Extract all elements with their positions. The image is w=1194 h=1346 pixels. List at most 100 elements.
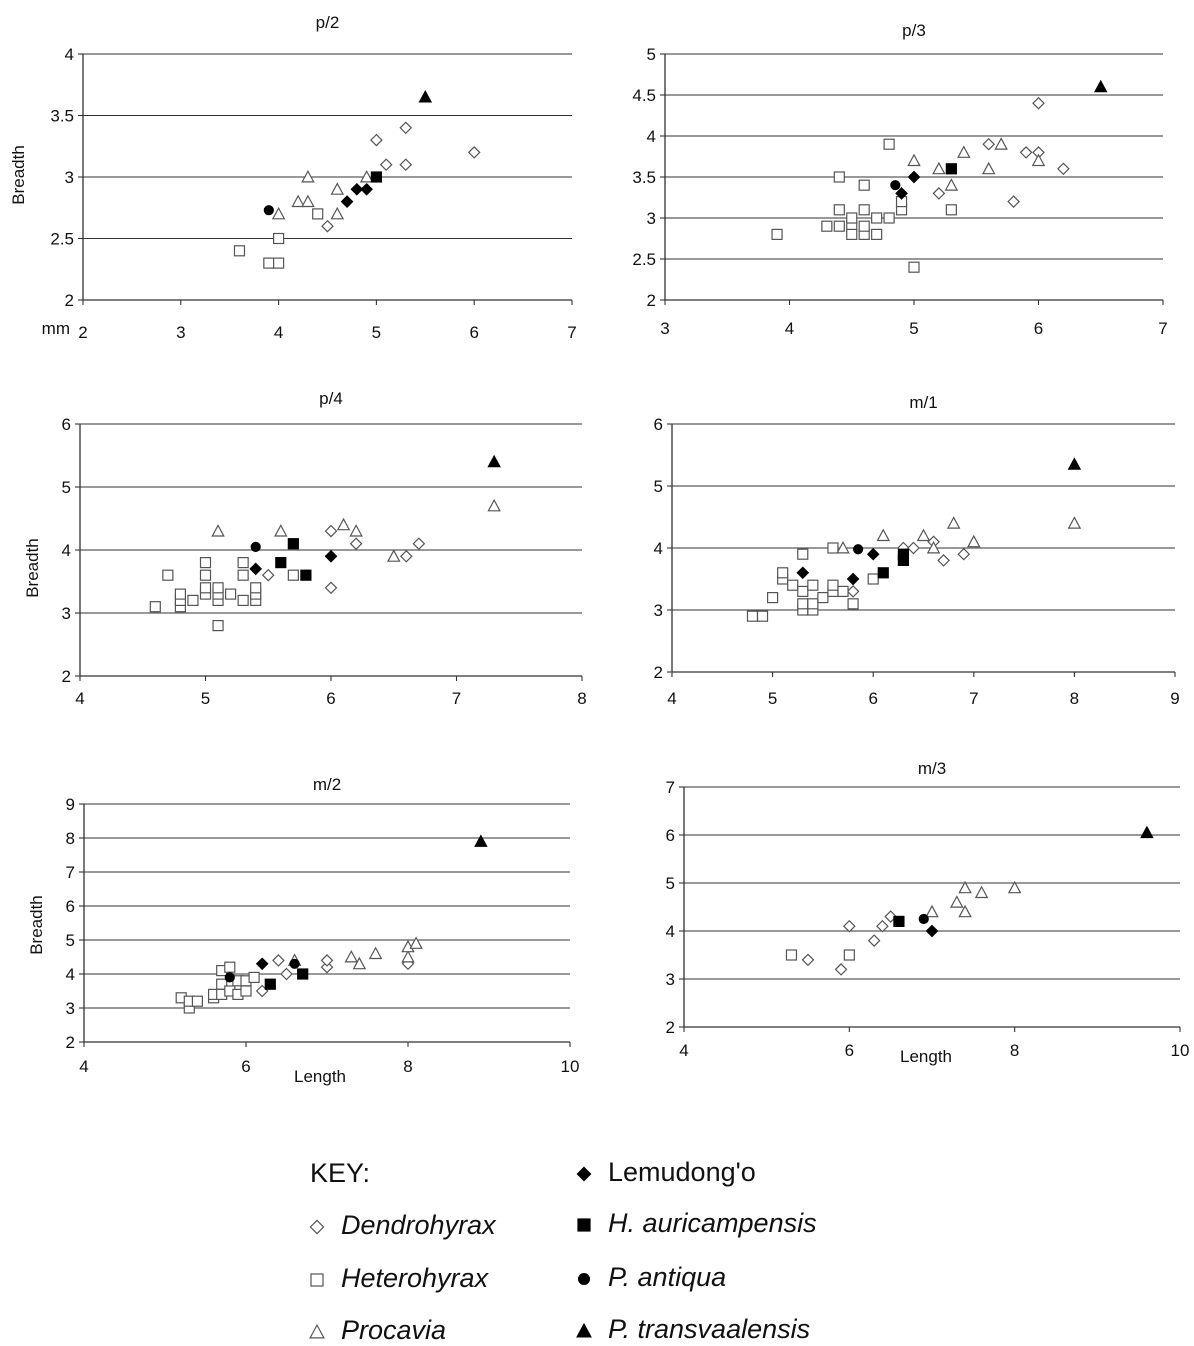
data-point — [944, 178, 959, 191]
y-tick-label: 5 — [62, 478, 71, 497]
y-tick-label: 6 — [654, 415, 663, 434]
data-point — [211, 524, 225, 537]
key-title: KEY: — [310, 1158, 371, 1188]
data-point — [837, 585, 849, 598]
y-tick-label: 5 — [647, 45, 656, 64]
data-point — [320, 954, 334, 967]
y-tick-label: 2.5 — [50, 230, 74, 249]
data-point — [1032, 96, 1045, 110]
data-point — [287, 538, 299, 550]
x-tick-label: 6 — [1034, 319, 1043, 338]
data-point — [974, 885, 989, 899]
series-lemudong-o — [255, 957, 269, 971]
data-point — [846, 212, 858, 224]
data-point — [149, 601, 161, 613]
x-tick-label: 4 — [75, 689, 84, 708]
x-tick-label: 3 — [660, 319, 669, 338]
legend-item-p-antiqua: P. antiqua — [572, 1262, 726, 1293]
data-point — [162, 569, 174, 581]
data-point — [843, 949, 855, 961]
chart-title: p/4 — [319, 389, 343, 408]
y-tick-label: 7 — [66, 863, 75, 882]
x-tick-label: 7 — [452, 689, 461, 708]
data-point — [907, 153, 921, 167]
data-point — [866, 547, 880, 561]
data-point — [926, 540, 941, 554]
x-tick-label: 9 — [1170, 689, 1179, 708]
series-p-transvaalensis — [487, 454, 501, 468]
data-point — [827, 579, 839, 591]
data-point — [340, 195, 354, 208]
series-heterohyrax — [233, 208, 324, 269]
chart-title: p/3 — [902, 21, 926, 40]
series-p-transvaalensis — [474, 834, 488, 847]
data-point — [274, 524, 288, 537]
data-point — [225, 588, 237, 600]
data-point — [821, 220, 833, 232]
data-point — [937, 554, 950, 567]
data-point — [272, 954, 285, 967]
y-tick-label: 5 — [66, 931, 75, 950]
data-point — [280, 967, 293, 981]
series-p-transvaalensis — [1093, 79, 1108, 93]
x-unit-label: mm — [42, 319, 70, 338]
data-point — [360, 182, 373, 196]
legend-label: Procavia — [341, 1315, 447, 1345]
data-point — [807, 579, 819, 591]
x-tick-label: 4 — [785, 319, 794, 338]
series-dendrohyrax — [846, 535, 971, 598]
data-point — [867, 573, 879, 585]
data-point — [1067, 516, 1082, 529]
data-point — [370, 133, 383, 147]
data-point — [777, 567, 789, 579]
series-h-auricampensis — [893, 915, 905, 928]
series-p-antiqua — [250, 541, 261, 552]
data-point — [877, 567, 889, 579]
series-lemudong-o — [925, 924, 939, 938]
data-point — [796, 566, 810, 580]
series-h-auricampensis — [877, 548, 909, 579]
data-point — [386, 549, 401, 562]
x-tick-label: 5 — [201, 689, 210, 708]
data-point — [876, 919, 889, 933]
data-point — [797, 585, 809, 598]
data-point — [297, 968, 309, 980]
legend-label: Lemudong'o — [608, 1157, 756, 1187]
chart-m-3: 2 3 4 5 6 7 4 6 8 10 m/3 Length — [666, 759, 1190, 1066]
series-lemudong-o — [895, 170, 921, 200]
y-tick-label: 4 — [654, 539, 663, 558]
series-heterohyrax — [771, 138, 957, 273]
data-point — [467, 146, 481, 159]
x-tick-label: 6 — [326, 689, 335, 708]
data-point — [842, 919, 856, 933]
legend-label: H. auricampensis — [608, 1208, 817, 1238]
legend-label: Heterohyrax — [341, 1263, 489, 1293]
data-point — [908, 261, 920, 273]
chart-p-4: 2 3 4 5 6 4 5 6 7 8 p/4 Breadth — [23, 389, 587, 708]
data-point — [212, 619, 224, 632]
filled-square-icon — [577, 1217, 591, 1232]
data-point — [237, 569, 249, 581]
data-point — [1093, 79, 1108, 93]
series-dendrohyrax — [801, 910, 898, 976]
y-tick-label: 5 — [666, 874, 675, 893]
data-point — [324, 581, 338, 595]
series-p-antiqua — [263, 205, 274, 216]
legend-item-h-auricampensis: H. auricampensis — [572, 1208, 817, 1239]
data-point — [957, 547, 971, 561]
series-procavia — [271, 169, 374, 220]
data-point — [932, 161, 946, 175]
x-tick-label: 8 — [1010, 1041, 1019, 1060]
series-procavia — [907, 137, 1046, 191]
data-point — [1057, 162, 1070, 176]
data-point — [487, 498, 501, 512]
data-point — [858, 204, 870, 216]
x-tick-label: 8 — [403, 1057, 412, 1076]
x-tick-label: 7 — [969, 689, 978, 708]
data-point — [249, 562, 263, 576]
data-point — [368, 946, 383, 960]
data-point — [1067, 457, 1082, 470]
series-heterohyrax — [785, 949, 855, 961]
data-point — [330, 182, 345, 195]
data-point — [958, 880, 972, 894]
